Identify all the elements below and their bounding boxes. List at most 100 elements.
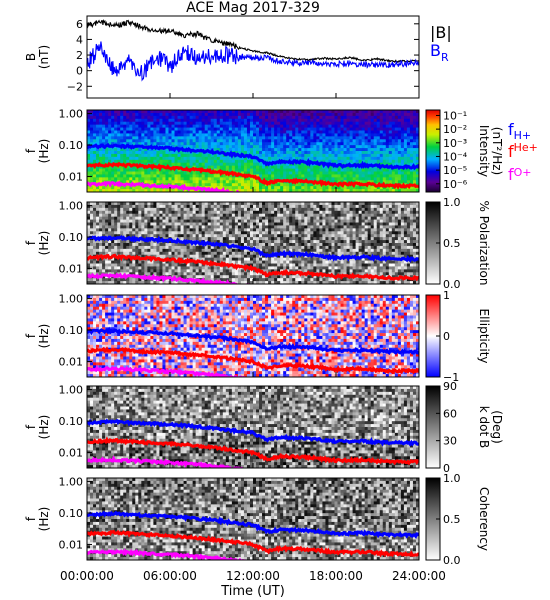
ellipticity-ytick-label: 0.10 [59, 324, 84, 337]
bfield-y-ticks: −2 0 2 4 6 [67, 18, 419, 93]
bfield-ylabel-unit: (nT) [37, 45, 51, 69]
intensity-gyro-line-he [87, 161, 419, 190]
legend-fh-sub: H+ [514, 129, 532, 142]
coherency-gyro-line-h [87, 510, 419, 539]
intensity-colorbar-tick-label: 10⁻² [443, 123, 467, 136]
coherency-spectrogram-cells [87, 478, 419, 560]
coherency-ylabel-unit: (Hz) [37, 507, 51, 532]
k-dot-b-colorbar-unit: (Deg) [490, 410, 504, 444]
coherency-colorbar-tick-label: 1.0 [443, 472, 461, 485]
bfield-plot-area [87, 16, 419, 98]
bfield-ytick-label: 2 [76, 49, 83, 62]
legend-fo-sub: O+ [514, 166, 532, 179]
coherency-colorbar-label: Coherency [477, 487, 491, 551]
polarization-colorbar-tick-label: 0.5 [443, 237, 461, 250]
bfield-ylabel: B [24, 53, 38, 61]
k-dot-b-ylabel-unit: (Hz) [37, 415, 51, 440]
intensity-colorbar-unit: (nT²/Hz) [490, 127, 504, 175]
ellipticity-colorbar-tick-label: −1 [443, 371, 459, 384]
legend-babs: |B| [430, 23, 452, 42]
legend-fo-main: f [508, 165, 514, 184]
polarization-ytick-label: 0.10 [59, 231, 84, 244]
polarization-gyro-line-he [87, 253, 419, 282]
ellipticity-ylabel-unit: (Hz) [37, 324, 51, 349]
panel-k-dot-b: 1.00 0.10 0.01 f (Hz) 90 60 30 0 k dot B (Deg) [24, 380, 504, 475]
ellipticity-gyro-line-o [87, 365, 247, 377]
polarization-ylabel-unit: (Hz) [37, 231, 51, 256]
k-dot-b-colorbar-tick-label: 0 [443, 462, 450, 475]
legend-br-sub: R [441, 51, 449, 64]
intensity-colorbar-tick-label: 10⁻¹ [443, 109, 467, 122]
panel-coherency: 1.00 0.10 0.01 f (Hz) 1.0 0.5 0.0 Coherency [24, 472, 491, 567]
polarization-spectrogram-cells [87, 202, 419, 284]
k-dot-b-ytick-label: 0.10 [59, 415, 84, 428]
coherency-gyro-line-he [87, 529, 419, 558]
coherency-ytick-label: 0.01 [59, 538, 84, 551]
bfield-ytick-label: 4 [76, 33, 83, 46]
time-axis: 00:00:00 06:00:00 12:00:00 18:00:00 24:00:00 [60, 93, 446, 583]
k-dot-b-spectrogram-cells [87, 386, 419, 468]
intensity-plot-area [87, 110, 419, 192]
coherency-plot-area [87, 478, 419, 560]
coherency-ytick-label: 0.10 [59, 507, 84, 520]
bfield-lines [87, 19, 419, 82]
series-line-br [87, 41, 419, 82]
k-dot-b-ytick-label: 1.00 [59, 384, 84, 397]
intensity-colorbar-label: Intensity [477, 125, 491, 177]
ellipticity-colorbar-label: Ellipticity [477, 309, 491, 364]
panel-polarization: 1.00 0.10 0.01 f (Hz) 1.0 0.5 0.0 % Polarization [24, 196, 491, 291]
k-dot-b-colorbar-tick-label: 60 [443, 407, 457, 420]
ellipticity-gyro-line-he [87, 346, 419, 375]
legend-fh-main: f [508, 120, 514, 139]
coherency-ylabel: f [24, 516, 38, 521]
k-dot-b-ytick-label: 0.01 [59, 446, 84, 459]
panel-intensity: 1.00 0.10 0.01 f (Hz) 10⁻¹10⁻²10⁻³10⁻⁴10⁻⁵10⁻… [24, 108, 504, 193]
intensity-ylabel-unit: (Hz) [37, 139, 51, 164]
bfield-ytick-label: 0 [76, 65, 83, 78]
intensity-ylabel: f [24, 148, 38, 153]
k-dot-b-gyro-line-he [87, 436, 419, 466]
figure-title: ACE Mag 2017-329 [186, 0, 320, 16]
polarization-ytick-label: 0.01 [59, 262, 84, 275]
panel-ellipticity: 1.00 0.10 0.01 f (Hz) 1 0 −1 Ellipticity [24, 289, 491, 384]
polarization-plot-area [87, 202, 419, 284]
time-tick-label: 24:00:00 [392, 569, 446, 583]
intensity-colorbar [425, 109, 441, 193]
coherency-ytick-label: 1.00 [59, 476, 84, 489]
bfield-ytick-label: 6 [76, 18, 83, 31]
legend-fhe-main: f [508, 142, 514, 161]
k-dot-b-ylabel: f [24, 424, 38, 429]
k-dot-b-colorbar [425, 385, 441, 469]
legend-br-main: B [430, 41, 441, 60]
polarization-colorbar-tick-label: 0.0 [443, 278, 461, 291]
legend-br: BR [430, 41, 449, 64]
ellipticity-colorbar-tick-label: 1 [443, 289, 450, 302]
legend-fo: fO+ [508, 165, 532, 184]
legend-fh: fH+ [508, 120, 531, 142]
intensity-spectrogram-cells [87, 110, 419, 192]
intensity-gyro-line-h [87, 142, 419, 171]
ellipticity-ytick-label: 1.00 [59, 293, 84, 306]
ellipticity-gyro-line-h [87, 326, 419, 356]
polarization-ytick-label: 1.00 [59, 200, 84, 213]
ellipticity-colorbar-tick-label: 0 [443, 330, 450, 343]
ellipticity-plot-area [87, 295, 419, 377]
intensity-colorbar-tick-label: 10⁻⁵ [443, 164, 467, 177]
intensity-colorbar-tick-label: 10⁻³ [443, 137, 467, 150]
intensity-ytick-label: 1.00 [59, 108, 84, 121]
intensity-ytick-label: 0.10 [59, 139, 84, 152]
polarization-ylabel: f [24, 240, 38, 245]
time-tick-label: 00:00:00 [60, 569, 114, 583]
k-dot-b-colorbar-label: k dot B [477, 406, 491, 448]
coherency-colorbar-tick-label: 0.5 [443, 513, 461, 526]
gyro-legend: fH+ fHe+ fO+ [508, 120, 538, 184]
k-dot-b-colorbar-tick-label: 30 [443, 435, 457, 448]
legend-fhe: fHe+ [508, 141, 538, 161]
polarization-colorbar-tick-label: 1.0 [443, 196, 461, 209]
bfield-legend: |B| BR [430, 23, 452, 64]
series-line-babs [87, 19, 419, 64]
time-axis-label: Time (UT) [220, 584, 285, 599]
k-dot-b-plot-area [87, 386, 419, 468]
